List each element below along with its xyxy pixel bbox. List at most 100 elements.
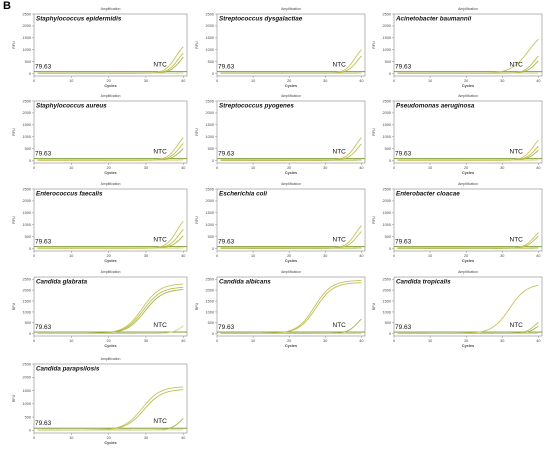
- plot-frame: [216, 100, 366, 164]
- x-tick-label: 40: [536, 79, 540, 83]
- plot-frame: [33, 100, 188, 164]
- y-tick-label: 1000: [206, 135, 214, 139]
- x-tick-label: 0: [216, 339, 218, 343]
- x-tick-label: 0: [393, 79, 395, 83]
- y-tick-label: 0: [389, 159, 391, 163]
- y-tick-label: 2500: [206, 99, 214, 103]
- x-axis-label: Cycles: [104, 441, 116, 445]
- x-tick-label: 10: [428, 79, 432, 83]
- x-tick-label: 40: [359, 254, 363, 258]
- y-axis-label: RFU: [372, 128, 376, 136]
- x-tick-label: 40: [181, 339, 185, 343]
- plot-title: Escherichia coli: [219, 191, 267, 198]
- amplification-plot: Amplification 0 500 1000 1500 2000 2500 RFU 0 10 2…: [372, 270, 543, 348]
- amplification-plot: Amplification 0 500 1000 1500 2000 2500 RFU 0 10 2…: [12, 182, 188, 263]
- x-tick-label: 20: [287, 166, 291, 170]
- x-tick-label: 20: [287, 79, 291, 83]
- y-tick-label: 0: [389, 72, 391, 76]
- y-axis-label: RFU: [195, 41, 199, 49]
- threshold-value-label: 79.63: [35, 151, 52, 158]
- x-tick-label: 10: [69, 436, 73, 440]
- x-tick-label: 30: [500, 79, 504, 83]
- y-tick-label: 2500: [383, 12, 391, 16]
- y-tick-label: 500: [385, 147, 391, 151]
- threshold-value-label: 79.63: [218, 324, 235, 331]
- threshold-value-label: 79.63: [395, 151, 412, 158]
- y-tick-label: 2500: [206, 187, 214, 191]
- plot-header: Amplification: [281, 182, 301, 186]
- ntc-label: NTC: [153, 237, 167, 244]
- plot-title: Acinetobacter baumannii: [395, 16, 471, 23]
- amplification-plot: Amplification 0 500 1000 1500 2000 2500 RFU 0 10 2…: [372, 182, 543, 263]
- y-tick-label: 1500: [383, 299, 391, 303]
- y-axis-label: RFU: [12, 216, 16, 224]
- y-tick-label: 1000: [23, 310, 31, 314]
- y-tick-label: 1000: [206, 223, 214, 227]
- plot-header: Amplification: [101, 357, 121, 361]
- y-tick-label: 500: [25, 235, 31, 239]
- ntc-label: NTC: [333, 322, 347, 329]
- x-tick-label: 30: [144, 166, 148, 170]
- x-tick-label: 40: [181, 79, 185, 83]
- plot-title: Candida tropicalis: [396, 279, 451, 286]
- plot-title: Streptococcus dysgalactiae: [219, 16, 303, 23]
- y-tick-label: 2000: [206, 199, 214, 203]
- x-tick-label: 0: [33, 436, 35, 440]
- x-tick-label: 10: [69, 166, 73, 170]
- x-tick-label: 0: [216, 254, 218, 258]
- ntc-label: NTC: [510, 62, 524, 69]
- y-axis-label: RFU: [12, 302, 16, 310]
- y-axis-label: RFU: [372, 216, 376, 224]
- x-axis-label: Cycles: [104, 259, 116, 263]
- x-axis-label: Cycles: [104, 344, 116, 348]
- threshold-value-label: 79.63: [35, 64, 52, 71]
- y-tick-label: 500: [25, 60, 31, 64]
- x-tick-label: 0: [33, 339, 35, 343]
- x-tick-label: 10: [428, 339, 432, 343]
- y-tick-label: 1000: [23, 135, 31, 139]
- y-tick-label: 0: [389, 247, 391, 251]
- ntc-label: NTC: [153, 149, 167, 156]
- threshold-value-label: 79.63: [395, 64, 412, 71]
- ntc-label: NTC: [510, 322, 524, 329]
- ntc-label: NTC: [333, 62, 347, 69]
- y-tick-label: 500: [208, 235, 214, 239]
- y-tick-label: 500: [25, 147, 31, 151]
- y-tick-label: 1500: [23, 123, 31, 127]
- plot-frame: [393, 13, 543, 77]
- y-tick-label: 2500: [206, 277, 214, 281]
- x-axis-label: Cycles: [285, 84, 297, 88]
- plot-title: Candida glabrata: [36, 279, 88, 286]
- x-tick-label: 30: [500, 339, 504, 343]
- y-tick-label: 1000: [206, 310, 214, 314]
- y-tick-label: 2000: [23, 111, 31, 115]
- x-tick-label: 0: [33, 79, 35, 83]
- x-tick-label: 40: [536, 166, 540, 170]
- plot-frame: [393, 100, 543, 164]
- x-axis-label: Cycles: [285, 171, 297, 175]
- x-tick-label: 20: [464, 339, 468, 343]
- y-tick-label: 500: [208, 147, 214, 151]
- x-tick-label: 40: [359, 339, 363, 343]
- y-tick-label: 2500: [23, 277, 31, 281]
- x-tick-label: 40: [359, 166, 363, 170]
- y-tick-label: 2500: [23, 362, 31, 366]
- y-tick-label: 0: [29, 159, 31, 163]
- y-tick-label: 0: [212, 159, 214, 163]
- plot-header: Amplification: [281, 94, 301, 98]
- y-tick-label: 1000: [383, 310, 391, 314]
- plot-header: Amplification: [101, 270, 121, 274]
- plot-title: Candida parapsilosis: [36, 366, 100, 373]
- x-tick-label: 20: [107, 166, 111, 170]
- plot-header: Amplification: [458, 7, 478, 11]
- y-tick-label: 2000: [206, 24, 214, 28]
- y-tick-label: 2500: [23, 99, 31, 103]
- x-tick-label: 30: [500, 166, 504, 170]
- x-tick-label: 40: [536, 339, 540, 343]
- y-tick-label: 2000: [23, 24, 31, 28]
- y-tick-label: 2000: [383, 288, 391, 292]
- amplification-plot: Amplification 0 500 1000 1500 2000 2500 RFU 0 10 2…: [12, 94, 188, 175]
- x-tick-label: 20: [107, 79, 111, 83]
- y-tick-label: 2500: [383, 187, 391, 191]
- y-tick-label: 1500: [23, 211, 31, 215]
